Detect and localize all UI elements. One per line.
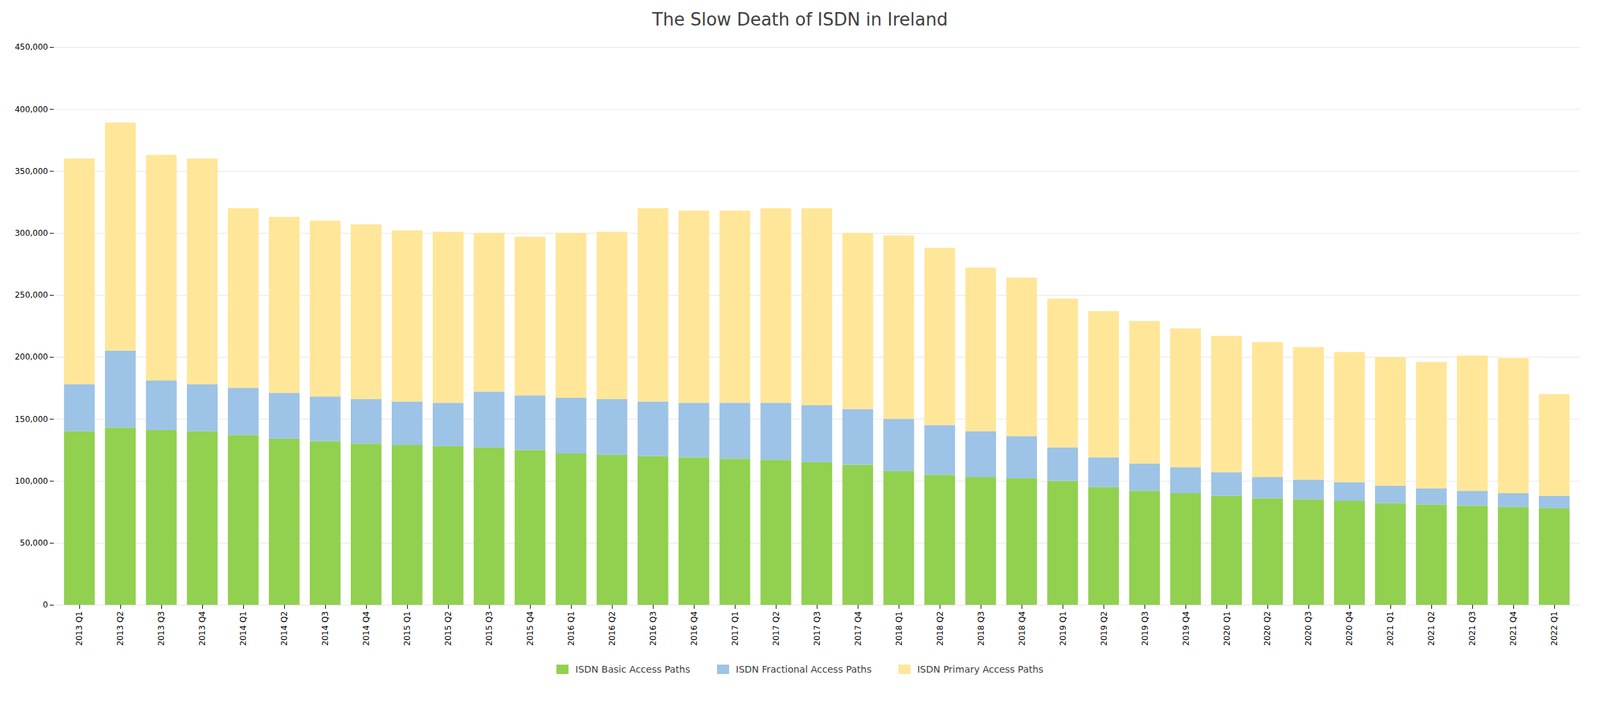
- svg-text:2013 Q4: 2013 Q4: [197, 611, 207, 646]
- svg-text:2021 Q2: 2021 Q2: [1426, 611, 1437, 646]
- svg-text:2013 Q1: 2013 Q1: [74, 611, 84, 646]
- svg-text:2019 Q3: 2019 Q3: [1140, 611, 1150, 646]
- svg-text:2020 Q1: 2020 Q1: [1222, 611, 1232, 646]
- svg-text:450,000: 450,000: [14, 42, 49, 52]
- svg-text:2021 Q1: 2021 Q1: [1385, 611, 1396, 646]
- svg-text:2020 Q4: 2020 Q4: [1344, 611, 1355, 646]
- svg-text:150,000: 150,000: [14, 414, 49, 425]
- svg-text:2015 Q3: 2015 Q3: [484, 611, 494, 646]
- svg-text:2016 Q4: 2016 Q4: [689, 611, 699, 646]
- svg-text:2019 Q1: 2019 Q1: [1058, 611, 1068, 646]
- svg-text:0: 0: [43, 600, 49, 610]
- svg-text:350,000: 350,000: [14, 166, 49, 177]
- svg-text:2016 Q2: 2016 Q2: [607, 611, 617, 646]
- svg-text:2015 Q2: 2015 Q2: [443, 611, 453, 646]
- svg-text:250,000: 250,000: [14, 290, 49, 300]
- svg-text:2017 Q1: 2017 Q1: [730, 611, 740, 646]
- svg-text:2017 Q4: 2017 Q4: [853, 611, 863, 646]
- svg-text:2021 Q3: 2021 Q3: [1467, 611, 1478, 646]
- svg-text:2018 Q2: 2018 Q2: [935, 611, 945, 646]
- svg-text:300,000: 300,000: [14, 228, 49, 238]
- html-text:ISDN Primary Access Paths: ISDN Primary Access Paths: [917, 663, 1044, 675]
- svg-text:2018 Q1: 2018 Q1: [894, 611, 904, 646]
- svg-text:2016 Q3: 2016 Q3: [648, 611, 658, 646]
- svg-text:2014 Q4: 2014 Q4: [361, 611, 371, 646]
- svg-text:200,000: 200,000: [14, 352, 49, 362]
- svg-text:2015 Q1: 2015 Q1: [402, 611, 412, 646]
- html-text:ISDN Fractional Access Paths: ISDN Fractional Access Paths: [735, 663, 872, 675]
- svg-text:2015 Q4: 2015 Q4: [525, 611, 535, 646]
- html-text:The Slow Death of ISDN in Irel: The Slow Death of ISDN in Ireland: [652, 9, 948, 30]
- svg-text:400,000: 400,000: [14, 104, 49, 115]
- svg-text:2013 Q2: 2013 Q2: [115, 611, 125, 646]
- svg-text:2018 Q3: 2018 Q3: [976, 611, 986, 646]
- svg-text:2016 Q1: 2016 Q1: [566, 611, 576, 646]
- svg-text:2022 Q1: 2022 Q1: [1549, 611, 1560, 646]
- svg-text:100,000: 100,000: [14, 476, 49, 486]
- svg-text:2014 Q1: 2014 Q1: [238, 611, 248, 646]
- html-text:ISDN Basic Access Paths: ISDN Basic Access Paths: [575, 663, 691, 675]
- svg-text:2019 Q4: 2019 Q4: [1181, 611, 1191, 646]
- svg-text:2020 Q3: 2020 Q3: [1303, 611, 1314, 646]
- svg-text:50,000: 50,000: [20, 538, 49, 548]
- svg-text:2013 Q3: 2013 Q3: [156, 611, 166, 646]
- svg-text:2019 Q2: 2019 Q2: [1099, 611, 1109, 646]
- svg-text:2021 Q4: 2021 Q4: [1508, 611, 1519, 646]
- svg-text:2014 Q3: 2014 Q3: [320, 611, 330, 646]
- svg-text:2017 Q3: 2017 Q3: [812, 611, 822, 646]
- svg-text:2017 Q2: 2017 Q2: [771, 611, 781, 646]
- svg-text:2014 Q2: 2014 Q2: [279, 611, 289, 646]
- svg-text:2018 Q4: 2018 Q4: [1017, 611, 1027, 646]
- svg-text:2020 Q2: 2020 Q2: [1262, 611, 1273, 646]
